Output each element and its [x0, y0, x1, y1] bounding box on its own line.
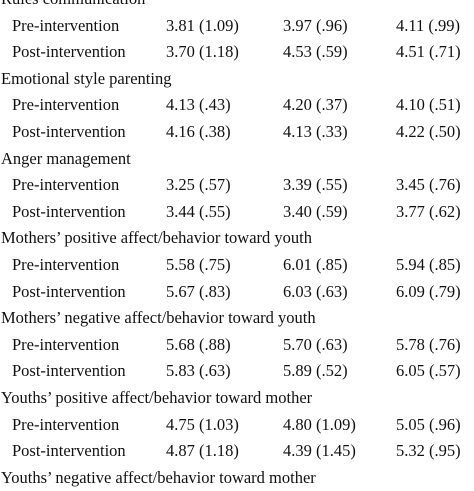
- table-cell: 3.39 (.55): [283, 175, 348, 195]
- section-heading-row: Youths’ negative affect/behavior toward …: [0, 465, 474, 491]
- table-row: Post-intervention 3.70 (1.18) 4.53 (.59) 4.…: [0, 39, 474, 66]
- table-cell: 5.78 (.76): [396, 334, 461, 354]
- table-cell: 5.67 (.83): [166, 281, 231, 301]
- row-label: Pre-intervention: [12, 414, 120, 434]
- table-cell: 4.51 (.71): [396, 42, 461, 62]
- table-cell: 6.05 (.57): [396, 361, 461, 381]
- row-label: Post-intervention: [12, 441, 126, 461]
- section-heading: Emotional style parenting: [1, 68, 172, 88]
- table-row: Post-intervention 4.16 (.38) 4.13 (.33) 4.2…: [0, 119, 474, 146]
- table-cell: 3.70 (1.18): [166, 42, 239, 62]
- table-cell: 5.58 (.75): [166, 254, 231, 274]
- table-cell: 5.70 (.63): [283, 334, 348, 354]
- row-label: Post-intervention: [12, 201, 126, 221]
- section-heading: Youths’ negative affect/behavior toward …: [1, 467, 316, 487]
- table-cell: 4.80 (1.09): [283, 414, 356, 434]
- table-cell: 3.81 (1.09): [166, 15, 239, 35]
- table-cell: 5.94 (.85): [396, 254, 461, 274]
- table-cell: 4.13 (.43): [166, 95, 231, 115]
- section-heading-row: Mothers’ positive affect/behavior toward…: [0, 225, 474, 252]
- section-heading-row: Mothers’ negative affect/behavior toward…: [0, 305, 474, 332]
- section-heading: Rules communication: [1, 0, 145, 13]
- table-row: Pre-intervention 4.13 (.43) 4.20 (.37) 4.10…: [0, 92, 474, 119]
- table-cell: 3.97 (.96): [283, 15, 348, 35]
- section-heading-row: Rules communication: [0, 0, 474, 13]
- section-heading: Mothers’ positive affect/behavior toward…: [1, 228, 312, 248]
- section-heading-row: Youths’ positive affect/behavior toward …: [0, 385, 474, 412]
- row-label: Post-intervention: [12, 281, 126, 301]
- table-cell: 5.89 (.52): [283, 361, 348, 381]
- table-cell: 4.87 (1.18): [166, 441, 239, 461]
- row-label: Pre-intervention: [12, 175, 120, 195]
- table-row: Post-intervention 5.83 (.63) 5.89 (.52) 6.0…: [0, 358, 474, 385]
- row-label: Pre-intervention: [12, 254, 120, 274]
- table-cell: 5.83 (.63): [166, 361, 231, 381]
- table-cell: 4.13 (.33): [283, 121, 348, 141]
- row-label: Pre-intervention: [12, 15, 120, 35]
- table-row: Pre-intervention 3.25 (.57) 3.39 (.55) 3.45…: [0, 172, 474, 199]
- row-label: Pre-intervention: [12, 95, 120, 115]
- table-cell: 5.05 (.96): [396, 414, 461, 434]
- table-cell: 3.40 (.59): [283, 201, 348, 221]
- row-label: Post-intervention: [12, 361, 126, 381]
- table-row: Pre-intervention 5.58 (.75) 6.01 (.85) 5.94…: [0, 252, 474, 279]
- table-row: Post-intervention 4.87 (1.18) 4.39 (1.45) 5…: [0, 438, 474, 465]
- table-cell: 4.10 (.51): [396, 95, 461, 115]
- table-row: Pre-intervention 4.75 (1.03) 4.80 (1.09) 5.…: [0, 412, 474, 439]
- table-cell: 5.68 (.88): [166, 334, 231, 354]
- row-label: Post-intervention: [12, 42, 126, 62]
- table-row: Post-intervention 3.44 (.55) 3.40 (.59) 3.7…: [0, 199, 474, 226]
- table-cell: 3.44 (.55): [166, 201, 231, 221]
- section-heading: Anger management: [1, 148, 131, 168]
- table-cell: 4.11 (.99): [396, 15, 461, 35]
- table-cell: 3.25 (.57): [166, 175, 231, 195]
- table-cell: 4.39 (1.45): [283, 441, 356, 461]
- table-row: Pre-intervention 5.68 (.88) 5.70 (.63) 5.78…: [0, 332, 474, 359]
- table-cell: 3.45 (.76): [396, 175, 461, 195]
- table-cell: 4.53 (.59): [283, 42, 348, 62]
- table-cell: 4.16 (.38): [166, 121, 231, 141]
- section-heading-row: Emotional style parenting: [0, 66, 474, 93]
- table-cell: 4.20 (.37): [283, 95, 348, 115]
- section-heading: Mothers’ negative affect/behavior toward…: [1, 308, 316, 328]
- table-cell: 6.09 (.79): [396, 281, 461, 301]
- section-heading: Youths’ positive affect/behavior toward …: [1, 387, 313, 407]
- row-label: Pre-intervention: [12, 334, 120, 354]
- table-cell: 4.22 (.50): [396, 121, 461, 141]
- section-heading-row: Anger management: [0, 146, 474, 173]
- table-cell: 5.32 (.95): [396, 441, 461, 461]
- table-row: Post-intervention 5.67 (.83) 6.03 (.63) 6.0…: [0, 279, 474, 306]
- table-row: Pre-intervention 3.81 (1.09) 3.97 (.96) 4.1…: [0, 13, 474, 40]
- row-label: Post-intervention: [12, 121, 126, 141]
- table-cell: 6.03 (.63): [283, 281, 348, 301]
- table-cell: 6.01 (.85): [283, 254, 348, 274]
- table-cell: 3.77 (.62): [396, 201, 461, 221]
- table-cell: 4.75 (1.03): [166, 414, 239, 434]
